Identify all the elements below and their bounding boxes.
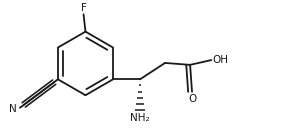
Text: N: N	[9, 104, 17, 114]
Text: F: F	[81, 3, 86, 13]
Text: O: O	[188, 94, 196, 104]
Text: OH: OH	[212, 55, 228, 65]
Text: NH₂: NH₂	[130, 113, 150, 123]
